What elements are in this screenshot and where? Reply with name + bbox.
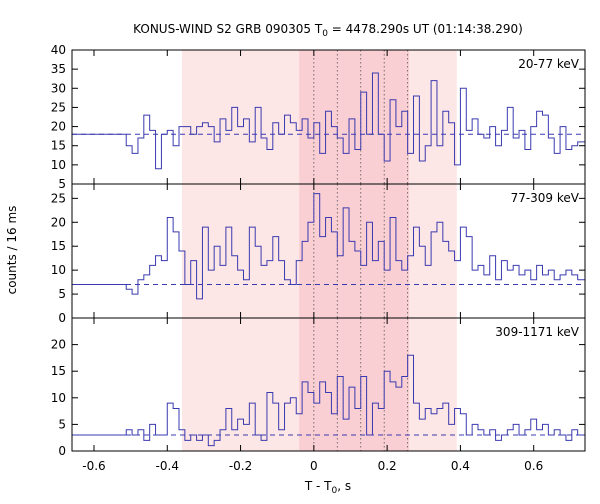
lightcurve-series bbox=[72, 72, 585, 170]
y-tick-label: 10 bbox=[51, 158, 66, 172]
y-tick-label: 5 bbox=[58, 287, 66, 301]
y-tick-label: 0 bbox=[58, 444, 66, 458]
lightcurve-series bbox=[72, 354, 585, 447]
y-tick-label: 5 bbox=[58, 177, 66, 191]
x-tick-label: -0.2 bbox=[229, 459, 252, 473]
panel-frame bbox=[71, 317, 586, 452]
x-tick-label: -0.4 bbox=[156, 459, 179, 473]
y-axis-title: counts / 16 ms bbox=[5, 206, 19, 295]
x-tick-label: -0.6 bbox=[82, 459, 105, 473]
chart-title: KONUS-WIND S2 GRB 090305 T0 = 4478.290s … bbox=[133, 22, 523, 39]
y-tick-label: 20 bbox=[51, 338, 66, 352]
y-tick-label: 15 bbox=[51, 364, 66, 378]
y-tick-label: 30 bbox=[51, 81, 66, 95]
y-tick-label: 10 bbox=[51, 391, 66, 405]
y-tick-label: 10 bbox=[51, 263, 66, 277]
x-tick-label: 0.2 bbox=[378, 459, 397, 473]
xlabel-subscript: 0 bbox=[332, 486, 338, 496]
y-tick-label: 20 bbox=[51, 120, 66, 134]
y-tick-label: 5 bbox=[58, 417, 66, 431]
y-tick-label: 0 bbox=[58, 311, 66, 325]
x-tick-label: 0 bbox=[310, 459, 318, 473]
x-tick-label: 0.6 bbox=[524, 459, 543, 473]
lightcurve-series bbox=[72, 193, 585, 300]
y-tick-label: 40 bbox=[51, 43, 66, 57]
xlabel-main: T - T bbox=[304, 479, 332, 493]
plot-layer: 5 10 15 20 25 30 35 40 20-77 keV 0 5 10 15 20 25 77-309… bbox=[51, 43, 586, 473]
y-tick-label: 35 bbox=[51, 62, 66, 76]
y-tick-label: 25 bbox=[51, 100, 66, 114]
panel-1: 5 10 15 20 25 30 35 40 20-77 keV bbox=[51, 43, 586, 191]
x-tick-label: 0.4 bbox=[451, 459, 470, 473]
energy-band-label: 77-309 keV bbox=[511, 191, 580, 205]
panel-3: 0 5 10 15 20 -0.6 -0.4 -0.2 0 0.2 0.4 0.6 309-1171 k… bbox=[51, 317, 586, 473]
y-tick-label: 15 bbox=[51, 239, 66, 253]
y-tick-label: 25 bbox=[51, 191, 66, 205]
title-subscript: 0 bbox=[322, 29, 328, 39]
energy-band-label: 20-77 keV bbox=[518, 57, 580, 71]
shade-dark-region bbox=[299, 318, 410, 451]
title-rest: = 4478.290s UT (01:14:38.290) bbox=[328, 22, 523, 36]
x-axis-title: T - T0, s bbox=[304, 479, 351, 496]
energy-band-label: 309-1171 keV bbox=[495, 325, 579, 339]
y-tick-label: 20 bbox=[51, 215, 66, 229]
panel-2: 0 5 10 15 20 25 77-309 keV bbox=[51, 183, 586, 325]
shade-dark-region bbox=[299, 50, 410, 184]
shade-dark-region bbox=[299, 184, 410, 318]
title-main: KONUS-WIND S2 GRB 090305 T bbox=[133, 22, 323, 36]
y-tick-label: 15 bbox=[51, 139, 66, 153]
xlabel-rest: , s bbox=[337, 479, 351, 493]
